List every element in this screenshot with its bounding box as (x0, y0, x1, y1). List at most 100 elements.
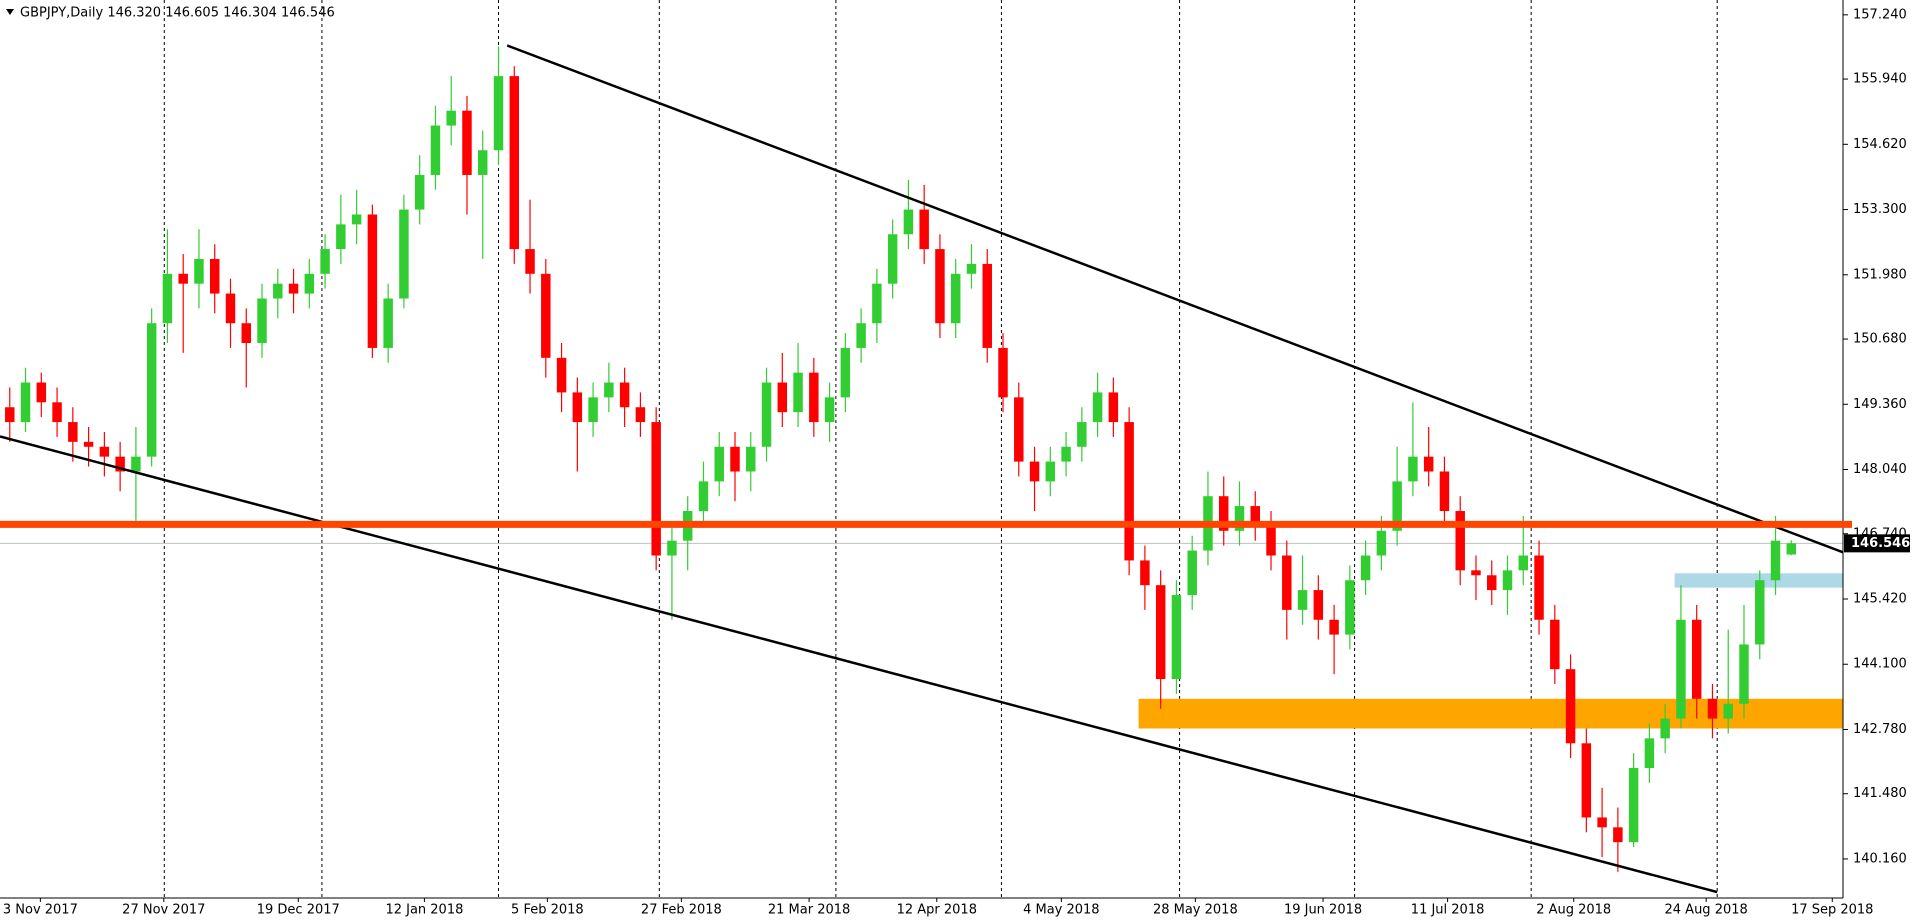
candle-body (115, 456, 125, 472)
candle-body (1218, 496, 1229, 531)
candle-body (1770, 540, 1781, 581)
zone (1138, 698, 1843, 729)
candle-body (1518, 555, 1529, 571)
trendline (506, 44, 1843, 554)
candle-body (1471, 570, 1481, 576)
candle-body (1786, 543, 1797, 555)
candle-body (1140, 560, 1150, 586)
candle-body (430, 125, 441, 175)
candle-body (257, 298, 267, 343)
candle-body (1723, 703, 1733, 719)
candle-body (635, 407, 646, 423)
x-tick-label: 19 Dec 2017 (257, 903, 340, 918)
x-tick-label: 27 Feb 2018 (641, 903, 722, 918)
candle-body (1029, 461, 1040, 482)
candle-body (966, 263, 977, 274)
candle-body (1345, 580, 1355, 635)
candle-body (1644, 738, 1655, 769)
candle-body (1707, 698, 1718, 719)
candle-body (619, 382, 630, 408)
candle-body (131, 456, 141, 472)
candle-body (809, 372, 819, 423)
candle-body (273, 283, 283, 299)
candle-body (998, 347, 1008, 398)
candle-body (414, 174, 425, 210)
candle-body (68, 422, 78, 442)
x-tick-label: 27 Nov 2017 (122, 903, 205, 918)
candle-body (1550, 619, 1560, 670)
candle-body (1455, 511, 1465, 571)
candle-body (919, 209, 929, 250)
x-tick-label: 12 Apr 2018 (897, 903, 977, 918)
candle-body (982, 263, 992, 348)
candle-body (1313, 590, 1324, 620)
y-tick-label: 149.360 (1853, 397, 1907, 412)
y-tick-label: 157.240 (1853, 7, 1907, 22)
y-tick-label: 141.480 (1853, 786, 1907, 801)
candle-body (1045, 461, 1056, 482)
candle-body (887, 234, 898, 284)
candle-body (556, 357, 567, 393)
candle-body (1439, 471, 1450, 512)
y-tick-label: 148.040 (1853, 462, 1907, 477)
candle-body (793, 372, 803, 413)
candle-body (1691, 619, 1702, 699)
candle-body (761, 382, 772, 447)
candle-body (604, 382, 614, 398)
x-tick-label: 21 Mar 2018 (768, 903, 850, 918)
candle-body (383, 298, 393, 348)
candle-body (478, 150, 488, 175)
candle-body (1565, 669, 1576, 744)
candle-body (667, 540, 677, 556)
candle-body (351, 214, 362, 225)
candle-body (588, 397, 598, 423)
candle-body (493, 76, 504, 151)
candle-body (320, 249, 330, 274)
candle-body (162, 273, 173, 324)
candle-body (336, 224, 346, 250)
candle-body (1487, 575, 1497, 591)
candle-body (36, 382, 47, 403)
candle-body (1250, 506, 1260, 526)
candle-body (399, 209, 409, 299)
candle-body (367, 214, 378, 348)
candle-body (1423, 456, 1434, 472)
candle-body (288, 283, 299, 294)
candle-body (209, 258, 220, 294)
candle-body (1534, 555, 1544, 620)
x-tick-label: 2 Aug 2018 (1536, 903, 1611, 918)
y-tick-label: 151.980 (1853, 267, 1907, 282)
candle-body (241, 323, 251, 343)
menu-triangle (6, 9, 14, 15)
candle-body (1581, 743, 1592, 818)
y-tick-label: 154.620 (1853, 137, 1907, 152)
candle-body (1014, 397, 1024, 462)
candle-body (1676, 619, 1686, 719)
x-tick-label: 12 Jan 2018 (385, 903, 463, 918)
candle-body (304, 273, 315, 294)
candle-body (146, 323, 157, 457)
candle-body (1061, 446, 1071, 462)
x-tick-label: 5 Feb 2018 (511, 903, 584, 918)
candle-body (194, 258, 204, 284)
candle-body (20, 382, 31, 423)
candle-body (541, 273, 551, 358)
candle-body (730, 446, 740, 472)
candle-body (824, 397, 835, 423)
candle-body (525, 249, 535, 274)
candle-body (1392, 481, 1402, 531)
y-tick-label: 140.160 (1853, 851, 1907, 866)
last-price-label: 146.546 (1851, 536, 1910, 551)
candle-body (1329, 619, 1339, 635)
candle-body (1234, 506, 1245, 531)
candle-body (1613, 827, 1623, 843)
candle-body (572, 392, 583, 423)
candle-body (1739, 644, 1749, 704)
candle-body (856, 323, 866, 348)
y-tick-label: 155.940 (1853, 72, 1907, 87)
candle-body (1376, 530, 1387, 556)
x-tick-label: 19 Jun 2018 (1284, 903, 1362, 918)
candle-body (1628, 768, 1639, 843)
